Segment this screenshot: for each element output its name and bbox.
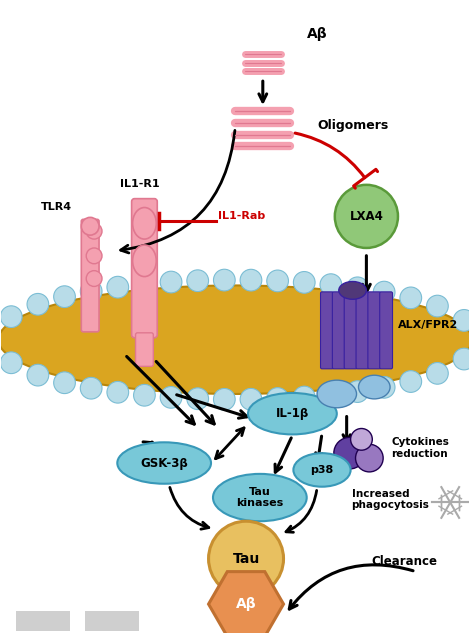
Circle shape — [400, 371, 422, 392]
Circle shape — [320, 384, 342, 406]
FancyBboxPatch shape — [344, 292, 357, 369]
Circle shape — [107, 276, 128, 298]
Circle shape — [240, 389, 262, 410]
Circle shape — [293, 386, 315, 408]
Text: TLR4: TLR4 — [41, 201, 73, 211]
Ellipse shape — [133, 208, 156, 239]
FancyBboxPatch shape — [380, 292, 392, 369]
Circle shape — [86, 271, 102, 287]
Circle shape — [27, 294, 49, 315]
Text: IL-1β: IL-1β — [276, 407, 309, 420]
Ellipse shape — [117, 442, 211, 483]
Circle shape — [334, 438, 365, 469]
Text: IL1-Rab: IL1-Rab — [219, 211, 265, 222]
Circle shape — [356, 444, 383, 472]
Circle shape — [134, 384, 155, 406]
Circle shape — [54, 372, 75, 394]
Circle shape — [453, 348, 474, 370]
FancyBboxPatch shape — [332, 292, 345, 369]
Text: ALX/FPR2: ALX/FPR2 — [398, 320, 458, 330]
Text: Aβ: Aβ — [307, 27, 328, 41]
Circle shape — [54, 286, 75, 308]
Circle shape — [107, 382, 128, 403]
Circle shape — [187, 270, 209, 292]
Circle shape — [86, 248, 102, 264]
Circle shape — [351, 429, 372, 450]
Circle shape — [0, 306, 22, 327]
Ellipse shape — [248, 393, 337, 434]
Text: Tau
kinases: Tau kinases — [236, 487, 283, 508]
Text: IL1-R1: IL1-R1 — [120, 179, 159, 189]
Circle shape — [86, 224, 102, 239]
Bar — [16, 611, 71, 631]
Ellipse shape — [0, 285, 472, 394]
Circle shape — [453, 310, 474, 331]
FancyBboxPatch shape — [136, 333, 153, 366]
Circle shape — [293, 271, 315, 293]
Circle shape — [0, 352, 22, 374]
FancyBboxPatch shape — [368, 292, 381, 369]
Text: LXA4: LXA4 — [349, 210, 383, 223]
FancyBboxPatch shape — [132, 199, 157, 338]
Circle shape — [400, 287, 422, 309]
Circle shape — [80, 377, 102, 399]
Circle shape — [320, 274, 342, 296]
Circle shape — [187, 388, 209, 410]
Circle shape — [335, 185, 398, 248]
Circle shape — [346, 277, 368, 299]
Ellipse shape — [339, 282, 366, 299]
Circle shape — [134, 273, 155, 295]
FancyBboxPatch shape — [82, 219, 99, 332]
Ellipse shape — [133, 245, 156, 276]
Circle shape — [209, 521, 283, 596]
FancyBboxPatch shape — [320, 292, 333, 369]
Circle shape — [82, 217, 99, 235]
Ellipse shape — [317, 380, 356, 408]
Text: GSK-3β: GSK-3β — [140, 457, 188, 469]
Text: Cytokines
reduction: Cytokines reduction — [391, 438, 449, 459]
Text: Clearance: Clearance — [371, 555, 438, 568]
FancyBboxPatch shape — [356, 292, 369, 369]
Text: p38: p38 — [310, 465, 334, 475]
Circle shape — [427, 362, 448, 384]
Circle shape — [213, 269, 235, 291]
Circle shape — [160, 387, 182, 408]
Circle shape — [374, 282, 395, 303]
Circle shape — [427, 295, 448, 317]
Ellipse shape — [358, 375, 390, 399]
Circle shape — [240, 269, 262, 291]
Circle shape — [346, 381, 368, 403]
Circle shape — [213, 389, 235, 410]
Circle shape — [267, 270, 289, 292]
Text: Increased
phagocytosis: Increased phagocytosis — [352, 489, 429, 510]
Text: Oligomers: Oligomers — [317, 119, 388, 132]
Circle shape — [374, 376, 395, 398]
Circle shape — [80, 280, 102, 302]
Bar — [85, 611, 139, 631]
Circle shape — [160, 271, 182, 293]
Text: Aβ: Aβ — [236, 597, 256, 611]
Ellipse shape — [213, 474, 307, 521]
Circle shape — [267, 388, 289, 410]
Ellipse shape — [293, 453, 351, 487]
Text: Tau: Tau — [232, 552, 260, 566]
Circle shape — [27, 364, 49, 386]
